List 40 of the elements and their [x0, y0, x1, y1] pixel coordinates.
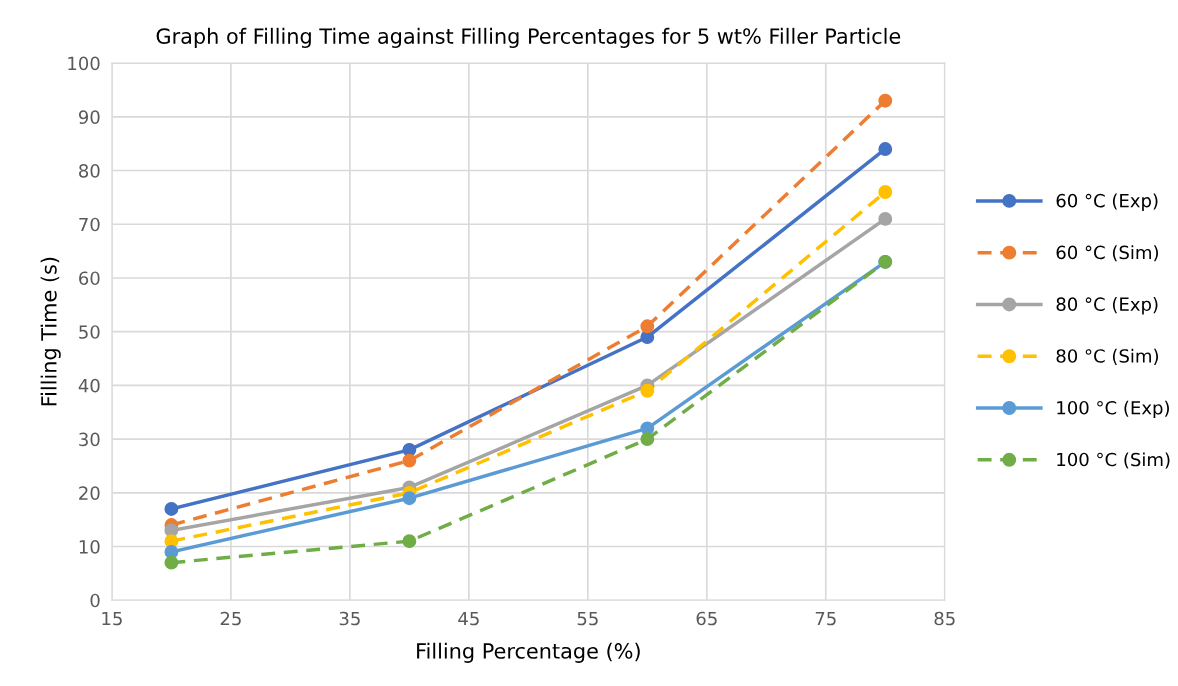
legend-label: 100 °C (Sim) — [1057, 452, 1170, 469]
y-tick-label: 100 — [68, 56, 100, 71]
point — [878, 185, 893, 199]
point — [878, 211, 893, 226]
point — [640, 383, 655, 398]
x-tick-label: 15 — [102, 611, 122, 626]
y-tick-label: 10 — [79, 540, 100, 554]
legend-label: 80 °C (Sim) — [1056, 348, 1158, 365]
x-tick-label: 75 — [815, 611, 836, 626]
chart-title: Graph of Filling Time against Filling Percentages for 5 wt% Filler Particle — [156, 27, 901, 48]
x-tick-label: 85 — [934, 611, 955, 626]
x-tick-label: 35 — [339, 611, 360, 626]
point — [402, 453, 417, 468]
point — [878, 142, 893, 156]
point — [164, 501, 179, 516]
y-tick-label: 30 — [79, 432, 100, 447]
y-tick-label: 50 — [79, 325, 100, 339]
y-tick-label: 90 — [78, 110, 100, 124]
x-tick-label: 65 — [696, 611, 717, 626]
point — [640, 432, 655, 447]
x-tick-label: 45 — [458, 611, 479, 626]
y-tick-label: 80 — [79, 164, 100, 178]
y-tick-label: 60 — [79, 271, 100, 286]
legend-label: 60 °C (Sim) — [1056, 245, 1158, 262]
point — [640, 319, 655, 334]
point — [402, 534, 417, 549]
legend-label: 80 °C (Exp) — [1056, 297, 1158, 315]
y-tick-label: 20 — [79, 486, 100, 500]
x-tick-label: 25 — [220, 611, 241, 626]
y-tick-label: 0 — [90, 593, 100, 608]
point — [878, 93, 893, 108]
point — [402, 491, 417, 506]
x-axis-title: Filling Percentage (%) — [417, 642, 640, 663]
point — [164, 555, 179, 570]
y-tick-label: 40 — [78, 378, 100, 393]
legend-label: 100 °C (Exp) — [1057, 400, 1169, 419]
x-tick-label: 55 — [577, 611, 598, 626]
y-axis-title: Filling Time (s) — [40, 257, 61, 406]
y-tick-label: 70 — [79, 217, 100, 232]
legend-label: 60 °C (Exp) — [1056, 193, 1158, 211]
